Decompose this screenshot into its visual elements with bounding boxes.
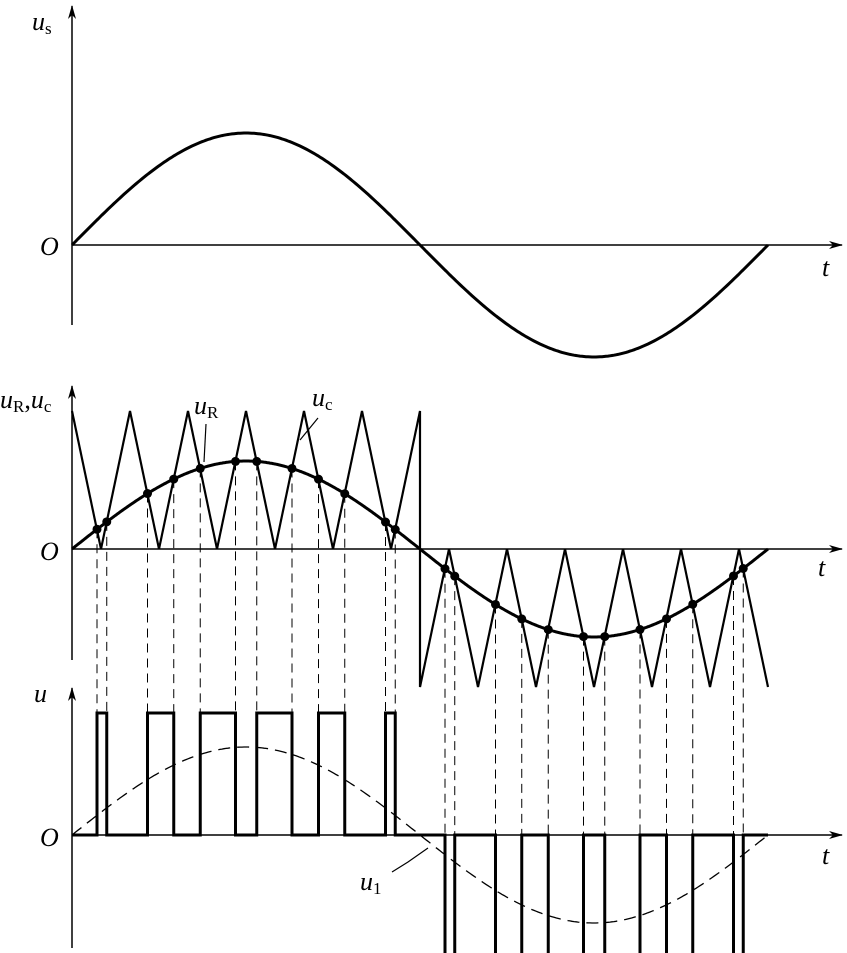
x-axis-label: t xyxy=(822,253,830,282)
leader-line xyxy=(299,417,319,441)
x-axis-label: t xyxy=(818,553,826,582)
y-axis-label: us xyxy=(32,7,52,38)
waveforms xyxy=(70,131,770,953)
y-axis-label: u xyxy=(34,679,47,708)
leader-line xyxy=(391,847,429,873)
annotation: u1 xyxy=(360,867,382,898)
origin-label: O xyxy=(40,823,59,852)
origin-label: O xyxy=(40,232,59,261)
x-axis-label: t xyxy=(822,841,830,870)
annotation: uc xyxy=(312,383,333,414)
sine-wave xyxy=(70,131,770,359)
leader-line xyxy=(203,423,207,463)
pulse-train xyxy=(72,711,768,953)
origin-label: O xyxy=(40,537,59,566)
y-axis-label: uR,uc xyxy=(0,385,52,416)
annotation: uR xyxy=(194,391,219,422)
fundamental-wave xyxy=(71,746,769,924)
carrier-wave xyxy=(70,410,770,688)
